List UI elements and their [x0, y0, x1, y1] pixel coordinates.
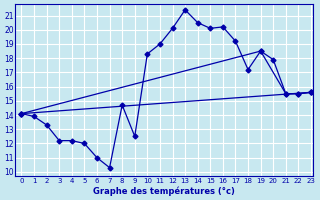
X-axis label: Graphe des températures (°c): Graphe des températures (°c)	[93, 186, 235, 196]
